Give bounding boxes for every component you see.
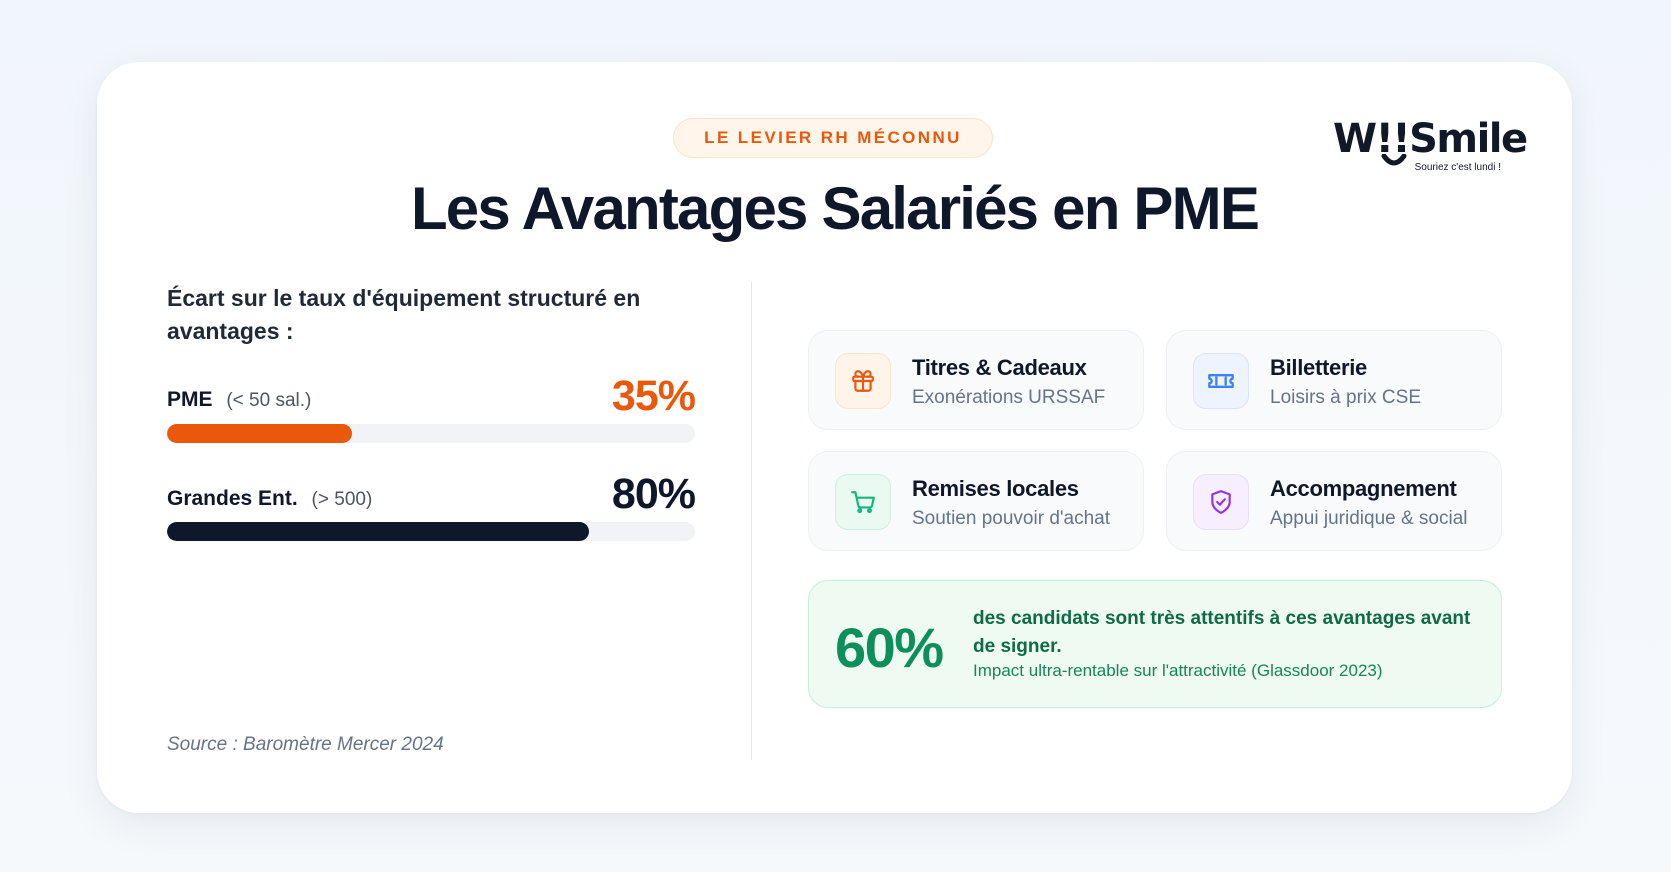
- source-note: Source : Baromètre Mercer 2024: [167, 734, 444, 755]
- candidate-stat-callout: 60% des candidats sont très attentifs à …: [808, 580, 1502, 708]
- cart-icon-box: [835, 474, 891, 530]
- smile-icon: [1381, 154, 1407, 166]
- tile-title: Remises locales: [912, 476, 1079, 501]
- row-label: Grandes Ent.: [167, 487, 298, 510]
- category-badge: LE LEVIER RH MÉCONNU: [673, 118, 993, 158]
- cart-icon: [851, 491, 875, 514]
- logo-wordmark: W!!Smile: [1333, 116, 1528, 162]
- progress-fill: [167, 522, 590, 541]
- progress-fill: [167, 424, 352, 443]
- comparison-heading: Écart sur le taux d'équipement structuré…: [167, 285, 641, 344]
- tile-subtitle: Loisirs à prix CSE: [1270, 387, 1421, 408]
- gift-icon: [852, 370, 874, 392]
- row-value: 80%: [611, 470, 696, 518]
- feature-tile-accompagnement[interactable]: Accompagnement Appui juridique & social: [1166, 451, 1502, 551]
- stat-footnote: Impact ultra-rentable sur l'attractivité…: [973, 661, 1383, 680]
- comparison-panel: Écart sur le taux d'équipement structuré…: [167, 282, 696, 541]
- comparison-row-pme: PME (< 50 sal.) 35%: [167, 362, 696, 443]
- tile-subtitle: Exonérations URSSAF: [912, 387, 1106, 408]
- feature-tile-billetterie[interactable]: Billetterie Loisirs à prix CSE: [1166, 330, 1502, 430]
- shield-check-icon-box: [1193, 474, 1249, 530]
- row-value: 35%: [611, 372, 696, 420]
- tile-title: Titres & Cadeaux: [912, 355, 1087, 380]
- row-sublabel: (> 500): [311, 489, 373, 510]
- tile-title: Billetterie: [1270, 355, 1367, 380]
- progress-track: [167, 424, 695, 443]
- progress-track: [167, 522, 695, 541]
- feature-tile-titres-cadeaux[interactable]: Titres & Cadeaux Exonérations URSSAF: [808, 330, 1144, 430]
- tile-subtitle: Appui juridique & social: [1270, 508, 1468, 529]
- tile-title: Accompagnement: [1270, 476, 1457, 501]
- divider: [751, 282, 752, 760]
- comparison-row-grandes-ent: Grandes Ent. (> 500) 80%: [167, 462, 696, 542]
- brand-logo: W!!Smile Souriez c'est lundi !: [1333, 116, 1528, 176]
- page-title: Les Avantages Salariés en PME: [410, 175, 1260, 242]
- row-sublabel: (< 50 sal.): [226, 390, 312, 411]
- gift-icon-box: [835, 353, 891, 409]
- row-label: PME: [167, 388, 213, 411]
- stat-description: des candidats sont très attentifs à ces …: [973, 608, 1471, 657]
- tile-subtitle: Soutien pouvoir d'achat: [912, 508, 1110, 529]
- feature-tile-remises-locales[interactable]: Remises locales Soutien pouvoir d'achat: [808, 451, 1144, 551]
- main-card: LE LEVIER RH MÉCONNU Les Avantages Salar…: [97, 62, 1572, 813]
- ticket-icon: [1208, 374, 1234, 388]
- shield-check-icon: [1211, 490, 1231, 514]
- ticket-icon-box: [1193, 353, 1249, 409]
- logo-tagline: Souriez c'est lundi !: [1414, 162, 1501, 173]
- stat-value: 60%: [835, 616, 944, 679]
